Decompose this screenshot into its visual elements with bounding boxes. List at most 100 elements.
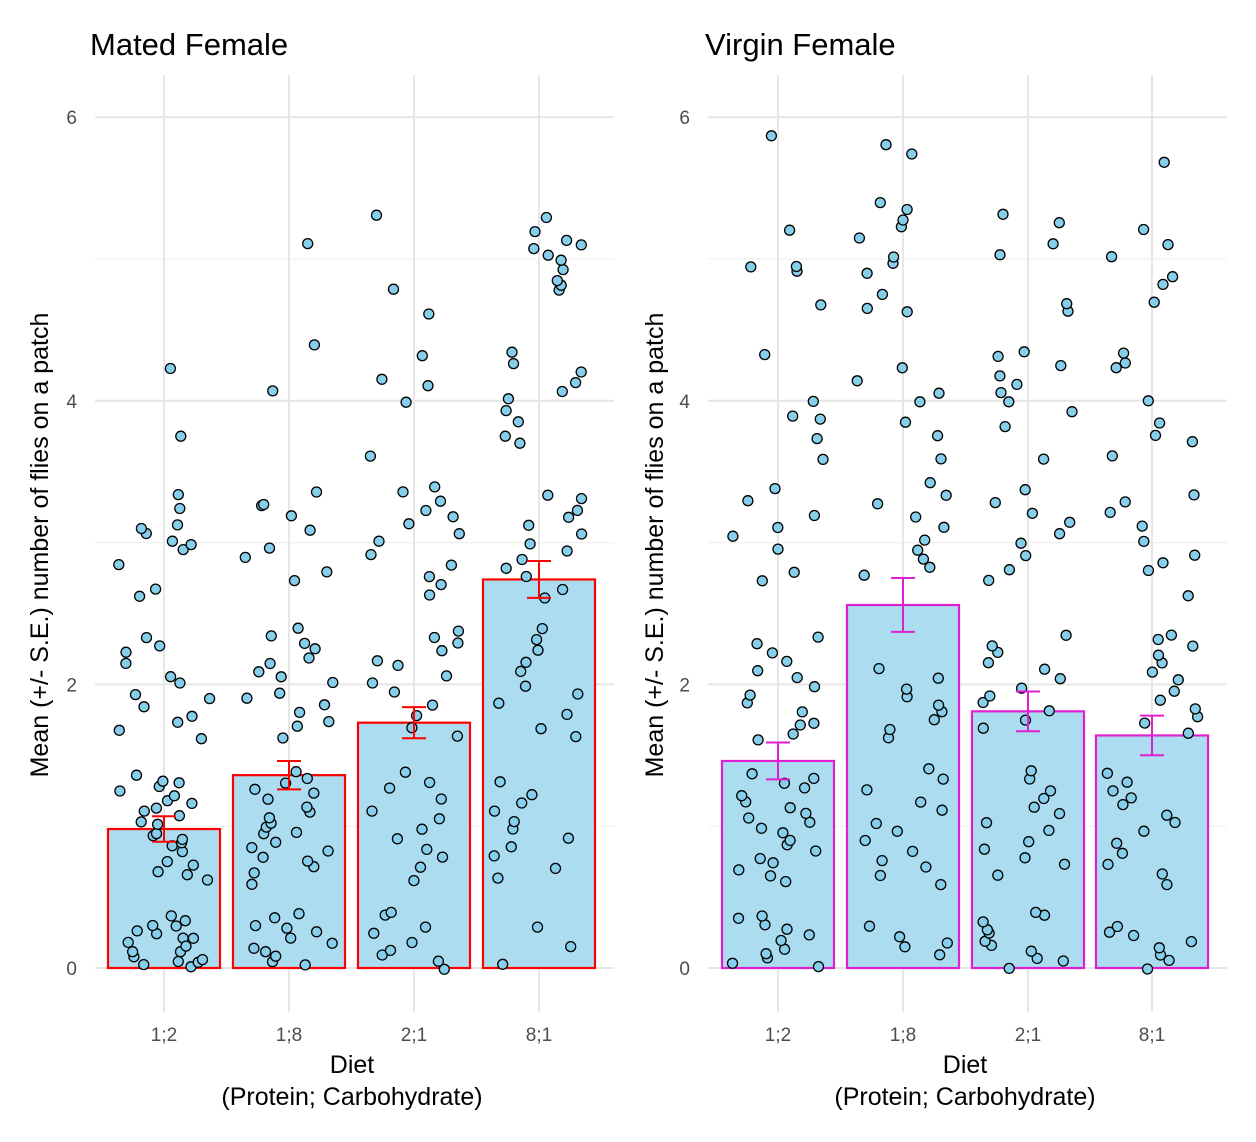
y-tick-label: 4	[679, 392, 690, 413]
data-point	[775, 934, 787, 947]
data-point	[936, 804, 948, 816]
data-point	[790, 260, 803, 273]
data-point	[451, 730, 464, 742]
data-point	[419, 921, 432, 933]
data-point	[1047, 238, 1059, 250]
y-tick-label: 6	[66, 108, 77, 129]
data-point	[997, 208, 1009, 220]
data-point	[1038, 663, 1051, 675]
data-point	[388, 686, 401, 698]
data-point	[196, 953, 209, 966]
data-point	[1142, 564, 1155, 577]
x-tick-label: 8;1	[526, 1025, 552, 1046]
data-point	[365, 548, 377, 561]
data-point	[1011, 378, 1023, 391]
data-point	[812, 960, 825, 973]
data-point	[423, 570, 436, 583]
data-point	[428, 631, 441, 644]
data-point	[784, 802, 796, 814]
data-point	[540, 211, 553, 224]
data-point	[800, 807, 812, 820]
data-point	[434, 495, 447, 507]
data-point	[561, 545, 573, 557]
data-point	[1142, 395, 1154, 407]
data-point	[999, 420, 1011, 433]
data-point	[185, 538, 197, 551]
y-tick-label: 4	[66, 392, 77, 413]
data-point	[897, 214, 909, 226]
data-point	[433, 813, 446, 825]
data-point	[140, 631, 153, 644]
data-point	[744, 689, 756, 701]
data-point	[492, 872, 504, 884]
data-point	[873, 662, 885, 675]
data-point	[277, 732, 289, 744]
data-point	[560, 234, 573, 247]
data-point	[1157, 557, 1169, 569]
data-point	[171, 519, 184, 531]
data-point	[262, 793, 274, 805]
data-point	[248, 942, 260, 954]
data-point	[1152, 633, 1164, 646]
data-point	[924, 561, 936, 573]
data-point	[1141, 963, 1154, 975]
y-tick-label: 2	[66, 675, 77, 696]
data-point	[1158, 156, 1170, 168]
data-point	[893, 931, 906, 943]
data-point	[781, 655, 793, 668]
data-point	[371, 655, 384, 667]
data-point	[321, 566, 333, 578]
data-point	[986, 640, 998, 652]
data-point	[138, 805, 150, 817]
data-point	[181, 869, 193, 881]
data-point	[274, 687, 286, 699]
data-point	[264, 657, 276, 670]
data-point	[257, 851, 269, 863]
data-point	[870, 817, 882, 830]
data-point	[549, 862, 562, 875]
data-point	[508, 815, 520, 828]
x-tick-label: 1;2	[765, 1025, 791, 1046]
data-point	[318, 699, 331, 711]
data-point	[1137, 223, 1150, 236]
data-point	[938, 521, 950, 533]
data-point	[1025, 765, 1037, 777]
x-tick-labels: 1;2 1;8 2;1 8;1	[765, 1025, 1165, 1046]
data-point	[502, 393, 515, 405]
data-point	[246, 841, 258, 854]
data-point	[899, 941, 911, 953]
panel-mated-female: Mated Female 0 2 4 6 1;2 1;8 2;1 8;1 Mean (+/-…	[26, 27, 614, 1111]
data-point	[1066, 406, 1078, 418]
data-point	[253, 666, 265, 678]
data-point	[516, 797, 528, 809]
data-point	[408, 874, 420, 887]
data-point	[447, 511, 459, 523]
data-point	[928, 714, 940, 726]
data-point	[754, 852, 766, 865]
data-point	[440, 670, 453, 682]
data-point	[767, 857, 779, 869]
data-point	[900, 683, 913, 695]
data-point	[743, 812, 755, 824]
data-point	[1188, 489, 1200, 501]
data-point	[406, 936, 418, 949]
data-point	[777, 827, 789, 839]
data-point	[370, 209, 383, 221]
data-point	[259, 946, 272, 958]
data-point	[933, 387, 945, 399]
data-point	[780, 875, 792, 888]
data-point	[293, 908, 305, 920]
data-point	[426, 699, 439, 711]
data-point	[385, 906, 397, 919]
data-point	[808, 717, 820, 729]
data-point	[919, 534, 931, 546]
data-point	[794, 719, 806, 731]
data-point	[376, 373, 388, 385]
data-point	[1125, 792, 1137, 804]
data-point	[931, 430, 944, 442]
data-point	[995, 386, 1007, 399]
data-point	[135, 816, 147, 828]
data-point	[147, 919, 159, 932]
data-point	[899, 416, 912, 428]
data-point	[187, 859, 199, 871]
